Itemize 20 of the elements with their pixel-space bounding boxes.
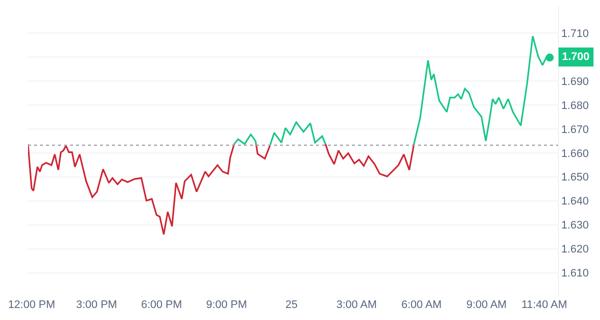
y-tick-label: 1.670 bbox=[561, 124, 589, 136]
y-tick-label: 1.650 bbox=[561, 172, 589, 184]
x-tick-label: 3:00 PM bbox=[76, 299, 118, 311]
y-tick-label: 1.610 bbox=[561, 268, 589, 280]
x-tick-label: 25 bbox=[285, 299, 298, 311]
y-tick-label: 1.660 bbox=[561, 148, 589, 160]
x-tick-label: 6:00 AM bbox=[401, 299, 442, 311]
y-tick-label: 1.620 bbox=[561, 244, 589, 256]
x-tick-label: 3:00 AM bbox=[336, 299, 377, 311]
x-tick-label: 9:00 PM bbox=[206, 299, 248, 311]
x-tick-label: 6:00 PM bbox=[141, 299, 182, 311]
y-tick-label: 1.640 bbox=[561, 196, 589, 208]
y-tick-label: 1.690 bbox=[561, 76, 589, 88]
y-tick-label: 1.630 bbox=[561, 220, 589, 232]
x-tick-label: 9:00 AM bbox=[466, 299, 507, 311]
x-tick-label: 12:00 PM bbox=[8, 299, 56, 311]
y-tick-label: 1.680 bbox=[561, 100, 589, 112]
y-tick-label: 1.710 bbox=[561, 28, 589, 40]
annotation: 1.700 bbox=[562, 51, 590, 63]
x-tick-label: 11:40 AM bbox=[521, 299, 568, 311]
